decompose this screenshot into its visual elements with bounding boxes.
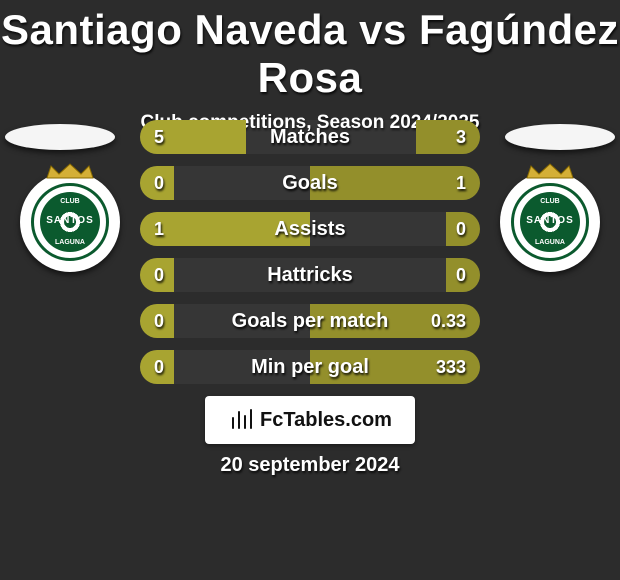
- club-text-top: CLUB: [34, 198, 106, 205]
- stat-bar-left: [140, 258, 174, 292]
- crown-icon: [45, 162, 95, 180]
- club-text-mid: SANTOS: [514, 216, 586, 226]
- stat-row: Matches53: [140, 120, 480, 154]
- stat-bar-left: [140, 304, 174, 338]
- stat-bar-right: [446, 212, 480, 246]
- club-text-bot: LAGUNA: [34, 239, 106, 246]
- stat-bar-left: [140, 166, 174, 200]
- stat-bar-right: [310, 350, 480, 384]
- footer-date: 20 september 2024: [0, 454, 620, 477]
- club-text-top: CLUB: [514, 198, 586, 205]
- stat-row: Min per goal0333: [140, 350, 480, 384]
- club-badge-right: CLUB SANTOS LAGUNA: [500, 172, 600, 272]
- branding-badge: FcTables.com: [205, 396, 415, 444]
- player-right-avatar: [505, 124, 615, 150]
- stat-row: Goals01: [140, 166, 480, 200]
- stat-bar-right: [310, 166, 480, 200]
- page-title: Santiago Naveda vs Fagúndez Rosa: [0, 0, 620, 102]
- branding-text: FcTables.com: [260, 409, 392, 432]
- stat-bar-left: [140, 212, 310, 246]
- stat-bar-right: [446, 258, 480, 292]
- player-left-avatar: [5, 124, 115, 150]
- fctables-logo-icon: [228, 406, 256, 434]
- club-text-bot: LAGUNA: [514, 239, 586, 246]
- stat-row: Hattricks00: [140, 258, 480, 292]
- stat-label: Hattricks: [140, 258, 480, 292]
- club-badge-left: CLUB SANTOS LAGUNA: [20, 172, 120, 272]
- stat-bar-right: [416, 120, 480, 154]
- stats-panel: Matches53 Goals01 Assists10 Hattricks00 Goal…: [140, 120, 480, 396]
- stat-row: Assists10: [140, 212, 480, 246]
- club-text-mid: SANTOS: [34, 216, 106, 226]
- stat-bar-left: [140, 350, 174, 384]
- stat-bar-right: [310, 304, 480, 338]
- crown-icon: [525, 162, 575, 180]
- stat-row: Goals per match00.33: [140, 304, 480, 338]
- stat-bar-left: [140, 120, 246, 154]
